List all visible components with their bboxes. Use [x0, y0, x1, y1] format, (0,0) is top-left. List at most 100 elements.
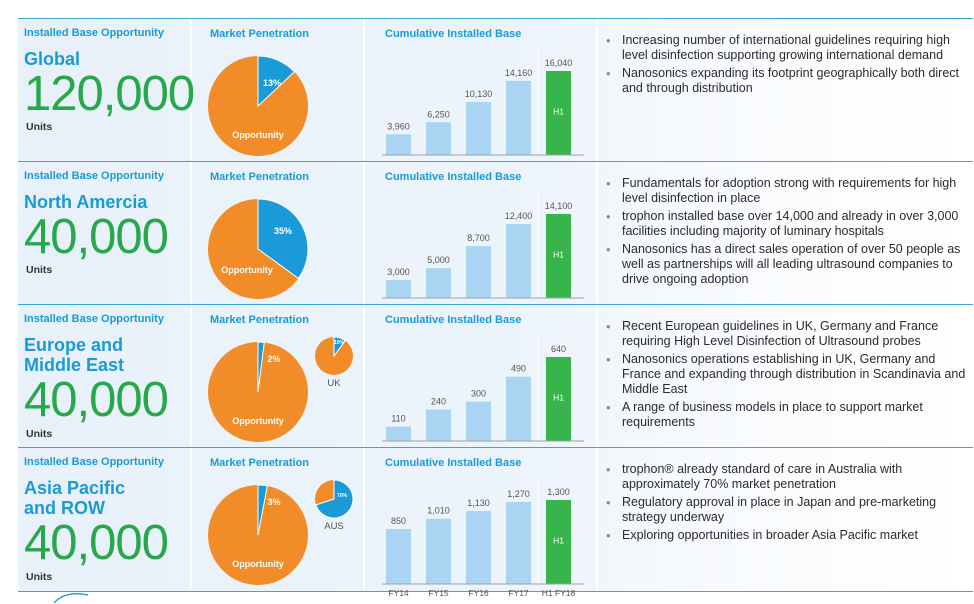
country-penetration-pie-svg: 70%: [315, 479, 354, 519]
installed-base-opportunity-header: Installed Base Opportunity: [24, 27, 164, 39]
cumulative-installed-base-chart: 3,960FY146,250FY1510,130FY1614,160FY1716…: [382, 48, 590, 170]
commentary-text: A range of business models in place to s…: [622, 400, 923, 429]
market-penetration-pie: 3% Opportunity: [206, 483, 310, 587]
bar: [506, 224, 531, 298]
bullet-icon: •: [606, 242, 611, 257]
country-penetration-percent-label: 10%: [334, 340, 345, 346]
opportunity-label: Opportunity: [232, 416, 284, 426]
cumulative-installed-base-header: Cumulative Installed Base: [385, 314, 522, 326]
market-penetration-pie-svg-penetration-slice: [257, 484, 268, 536]
country-penetration-pie-svg-penetration-slice: [333, 336, 346, 358]
market-penetration-header: Market Penetration: [210, 457, 310, 469]
commentary-item: • Exploring opportunities in broader Asia…: [603, 528, 969, 543]
installed-base-opportunity-value: 40,000: [24, 373, 169, 427]
bar-value-label: 14,160: [505, 68, 533, 78]
bar-value-label: 16,040: [545, 58, 573, 68]
bar: [386, 529, 411, 584]
bar: [546, 500, 571, 584]
installed-base-opportunity-header: Installed Base Opportunity: [24, 313, 164, 325]
commentary-text: Recent European guidelines in UK, German…: [622, 319, 939, 348]
market-penetration-pie-svg-penetration-slice: [257, 341, 265, 393]
bar: [546, 71, 571, 155]
highlight-bar-label: H1: [553, 107, 564, 117]
commentary-text: Nanosonics operations establishing in UK…: [622, 352, 966, 396]
units-label: Units: [26, 428, 53, 440]
bar-chart-svg: 3,960FY146,250FY1510,130FY1614,160FY1716…: [382, 48, 584, 169]
bar-value-label: 14,100: [545, 201, 573, 211]
region-name: Middle East: [24, 355, 125, 375]
bullet-icon: •: [606, 528, 611, 543]
bar: [546, 357, 571, 441]
market-penetration-header: Market Penetration: [210, 314, 310, 326]
units-label: Units: [26, 121, 53, 133]
bar-value-label: 490: [511, 364, 526, 374]
column-divider: [190, 448, 192, 589]
bar-value-label: 3,000: [387, 267, 410, 277]
bar-chart-svg: 3,000FY145,000FY158,700FY1612,400FY1714,…: [382, 191, 584, 312]
bar: [426, 518, 451, 584]
units-label: Units: [26, 571, 53, 583]
region-band: [18, 447, 973, 592]
units-label: Units: [26, 264, 53, 276]
x-tick-label: FY16: [468, 588, 489, 598]
bullet-icon: •: [606, 400, 611, 415]
bar: [426, 268, 451, 298]
commentary-item: • A range of business models in place to …: [603, 400, 969, 430]
commentary-text: Nanosonics has a direct sales operation …: [622, 242, 961, 286]
bar: [466, 510, 491, 584]
column-divider: [190, 305, 192, 446]
bullet-icon: •: [606, 319, 611, 334]
penetration-percent-label: 2%: [267, 354, 280, 364]
x-tick-label: FY15: [428, 588, 449, 598]
bar-value-label: 5,000: [427, 255, 450, 265]
column-divider: [190, 19, 192, 160]
market-penetration-pie-svg: 2% Opportunity: [208, 341, 308, 442]
column-divider: [596, 305, 598, 446]
country-penetration-pie-svg-penetration-slice: [315, 479, 354, 519]
market-penetration-pie-svg: 3% Opportunity: [208, 484, 308, 585]
commentary-text: Fundamentals for adoption strong with re…: [622, 176, 957, 205]
commentary-text: Increasing number of international guide…: [622, 33, 950, 62]
bar-value-label: 8,700: [467, 233, 490, 243]
bar-value-label: 300: [471, 389, 486, 399]
highlight-bar-label: H1: [553, 393, 564, 403]
column-divider: [190, 162, 192, 303]
highlight-bar-label: H1: [553, 536, 564, 546]
commentary-item: • Regulatory approval in place in Japan a…: [603, 495, 969, 525]
commentary-text: trophon installed base over 14,000 and a…: [622, 209, 959, 238]
market-penetration-pie: 35% Opportunity: [206, 197, 310, 301]
commentary-list: • Fundamentals for adoption strong with r…: [603, 176, 969, 290]
bar: [466, 246, 491, 298]
bar: [466, 401, 491, 441]
country-penetration-pie: 70%: [313, 478, 355, 520]
opportunity-label: Opportunity: [232, 130, 284, 140]
bullet-icon: •: [606, 33, 611, 48]
country-caption: UK: [327, 378, 341, 389]
commentary-text: trophon® already standard of care in Aus…: [622, 462, 903, 491]
penetration-percent-label: 35%: [274, 226, 292, 236]
bar: [386, 426, 411, 441]
commentary-item: • Increasing number of international guid…: [603, 33, 969, 63]
commentary-text: Exploring opportunities in broader Asia …: [622, 528, 918, 542]
commentary-item: • Nanosonics operations establishing in U…: [603, 352, 969, 397]
bar: [506, 80, 531, 155]
commentary-item: • trophon installed base over 14,000 and …: [603, 209, 969, 239]
x-tick-label: H1 FY18: [542, 588, 576, 598]
market-penetration-pie: 2% Opportunity: [206, 340, 310, 444]
market-penetration-pie-svg: 13% Opportunity: [208, 55, 308, 156]
commentary-list: • trophon® already standard of care in Au…: [603, 462, 969, 546]
commentary-list: • Increasing number of international guid…: [603, 33, 969, 99]
bullet-icon: •: [606, 352, 611, 367]
commentary-item: • trophon® already standard of care in Au…: [603, 462, 969, 492]
region-name: Global: [24, 49, 81, 69]
region-name: Asia Pacific: [24, 478, 126, 498]
region-band: [18, 161, 973, 305]
region-name: and ROW: [24, 498, 105, 518]
column-divider: [363, 19, 365, 160]
commentary-text: Nanosonics expanding its footprint geogr…: [622, 66, 960, 95]
column-divider: [363, 448, 365, 589]
market-penetration-header: Market Penetration: [210, 28, 310, 40]
bar: [426, 122, 451, 155]
